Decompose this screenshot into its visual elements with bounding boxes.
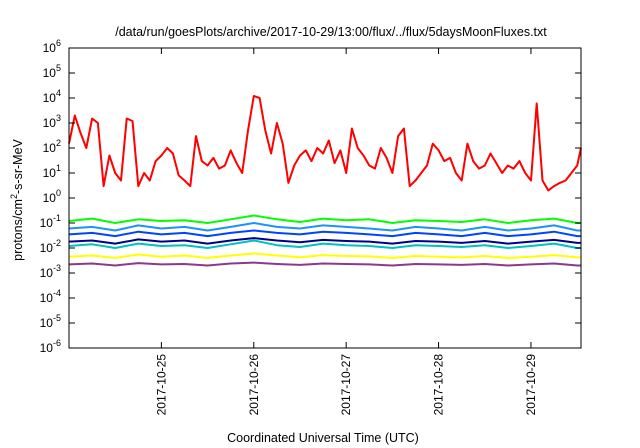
ticks-layer: 10-6 10-5 10-4 10-3 10-2 10-1 100 101 102 103 104 1… xyxy=(40,38,581,415)
y-tick-label: 10-5 xyxy=(40,313,61,330)
x-tick-label: 2017-10-27 xyxy=(339,354,353,416)
y-tick-label: 104 xyxy=(43,88,61,105)
y-tick-label: 101 xyxy=(43,163,61,180)
x-tick-label: 2017-10-29 xyxy=(524,354,538,416)
y-tick-label: 106 xyxy=(43,38,61,55)
series-line-1 xyxy=(68,95,582,192)
series-line-6 xyxy=(68,237,581,245)
y-tick-label: 10-2 xyxy=(40,238,61,255)
series-layer xyxy=(68,95,582,267)
y-tick-label: 103 xyxy=(43,113,61,130)
y-tick-label: 102 xyxy=(43,138,61,155)
y-tick-label: 10-3 xyxy=(40,263,61,280)
y-tick-label: 10-6 xyxy=(40,338,61,355)
y-tick-label: 100 xyxy=(43,188,61,205)
series-line-2 xyxy=(68,214,581,224)
x-axis-label: Coordinated Universal Time (UTC) xyxy=(227,431,419,445)
series-line-3 xyxy=(68,222,581,232)
series-line-8 xyxy=(68,261,581,267)
series-line-4 xyxy=(68,229,581,238)
series-line-5 xyxy=(68,239,581,249)
chart-title: /data/run/goesPlots/archive/2017-10-29/1… xyxy=(115,25,547,39)
y-axis-label: protons/cm2-s-sr-MeV xyxy=(9,138,25,260)
x-tick-label: 2017-10-26 xyxy=(247,354,261,416)
series-line-7 xyxy=(68,252,581,259)
x-tick-label: 2017-10-28 xyxy=(432,354,446,416)
plot-frame xyxy=(68,47,582,349)
x-tick-label: 2017-10-25 xyxy=(154,354,168,416)
y-tick-label: 10-4 xyxy=(40,288,61,305)
y-tick-label: 105 xyxy=(43,63,61,80)
y-tick-label: 10-1 xyxy=(40,213,61,230)
